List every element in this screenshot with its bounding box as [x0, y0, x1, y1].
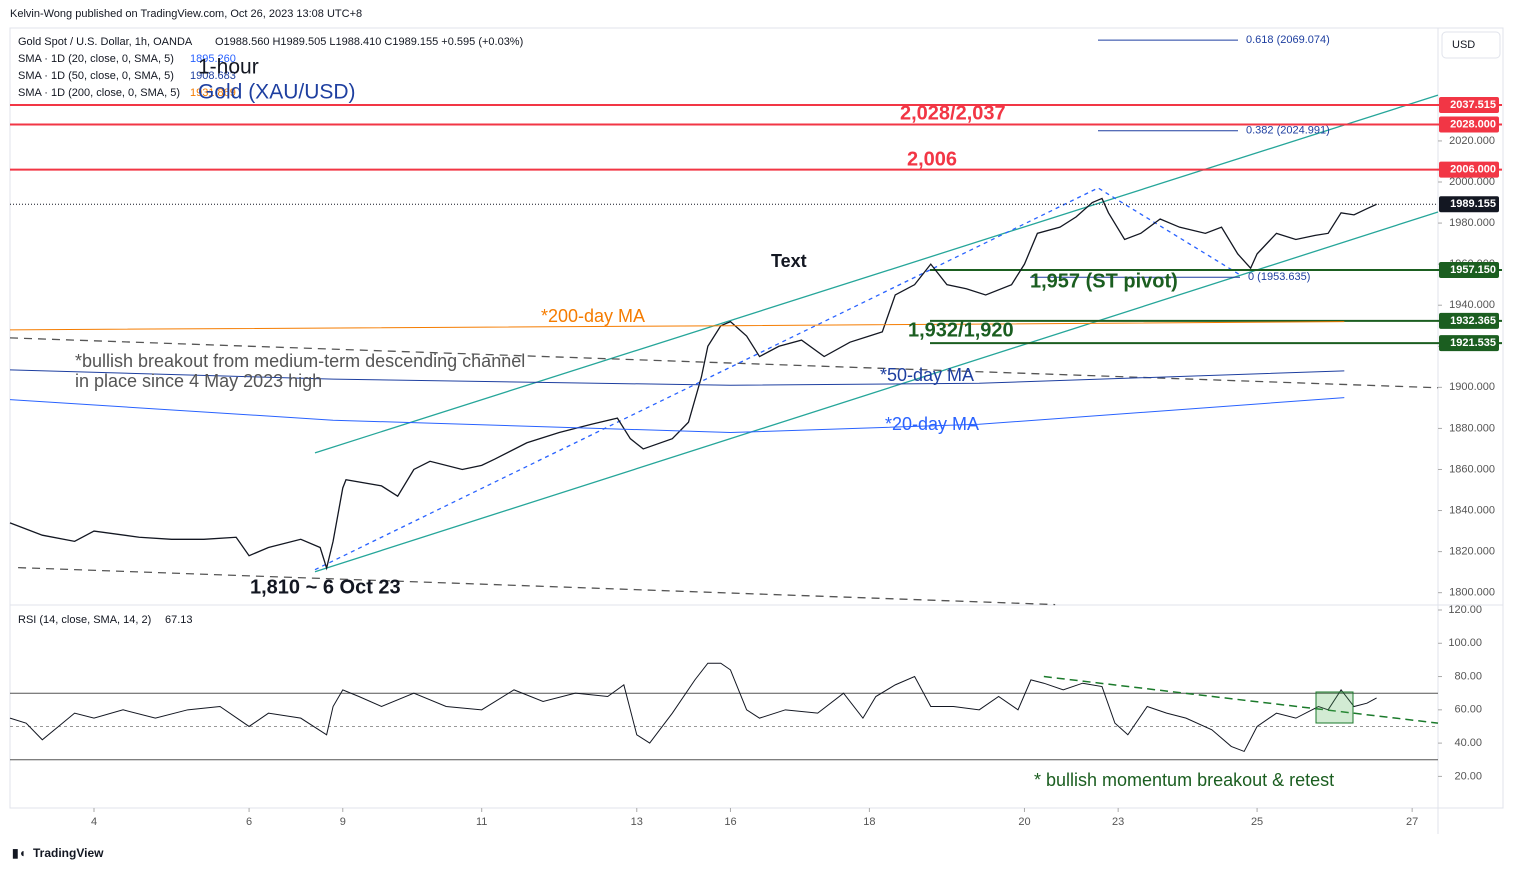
annotation: 1,810 ~ 6 Oct 23	[250, 576, 401, 598]
moving-average	[9, 397, 1345, 434]
fib-label: 0.382 (2024.991)	[1246, 125, 1330, 137]
annotation: 1,932/1,920	[908, 319, 1014, 341]
x-tick-label: 20	[1018, 816, 1030, 828]
currency: USD	[1452, 39, 1475, 51]
trendline	[314, 187, 1241, 571]
x-tick-label: 18	[863, 816, 875, 828]
rsi-legend: RSI (14, close, SMA, 14, 2)	[18, 614, 151, 626]
x-tick-label: 13	[631, 816, 643, 828]
legend-entry: SMA · 1D (20, close, 0, SMA, 5)	[18, 53, 174, 65]
retest-box	[1315, 691, 1354, 724]
y-tick-label: 20.00	[1454, 770, 1482, 782]
annotation: Text	[771, 251, 807, 271]
annotation: 2,028/2,037	[900, 102, 1006, 124]
level-label: 1957.150	[1450, 264, 1496, 276]
fib-label: 0.618 (2069.074)	[1246, 34, 1330, 46]
y-tick-label: 1800.000	[1449, 587, 1495, 599]
x-tick-label: 16	[724, 816, 736, 828]
publisher: Kelvin-Wong published on TradingView.com…	[10, 8, 362, 20]
y-tick-label: 2000.000	[1449, 176, 1495, 188]
y-tick-label: 1940.000	[1449, 299, 1495, 311]
x-tick-label: 11	[476, 816, 487, 828]
x-tick-label: 25	[1251, 816, 1263, 828]
current-label: 1989.155	[1450, 198, 1496, 210]
symbol: Gold Spot / U.S. Dollar, 1h, OANDA	[18, 36, 193, 48]
y-tick-label: 2020.000	[1449, 135, 1495, 147]
chart-title: 1-hour	[198, 56, 259, 79]
x-tick-label: 27	[1406, 816, 1418, 828]
brand-logo: ▮◖	[12, 846, 26, 860]
y-tick-label: 120.00	[1448, 604, 1482, 616]
currency-box[interactable]	[1441, 31, 1501, 59]
moving-average	[9, 369, 1345, 386]
annotation: *50-day MA	[880, 365, 974, 385]
legend-value: 1908.683	[190, 70, 236, 82]
annotation: 2,006	[907, 148, 957, 170]
frame	[9, 27, 1504, 809]
trendline	[314, 211, 1439, 573]
legend-value: 1931.869	[190, 87, 236, 99]
level-label: 2006.000	[1450, 164, 1496, 176]
annotation: *20-day MA	[885, 414, 979, 434]
annotation: *200-day MA	[541, 306, 645, 326]
annotation: 1,957 (ST pivot)	[1030, 270, 1178, 292]
rsi-trendline	[1043, 675, 1439, 724]
y-tick-label: 60.00	[1454, 704, 1482, 716]
level-tag	[1439, 96, 1499, 113]
annotation: *bullish breakout from medium-term desce…	[75, 351, 525, 371]
ohlc: O1988.560 H1989.505 L1988.410 C1989.155 …	[215, 36, 523, 48]
level-tag	[1439, 335, 1499, 352]
brand: TradingView	[33, 846, 104, 860]
y-tick-label: 40.00	[1454, 737, 1482, 749]
level-tag	[1439, 116, 1499, 133]
rsi-line	[9, 662, 1377, 753]
legend-entry: SMA · 1D (50, close, 0, SMA, 5)	[18, 70, 174, 82]
x-tick-label: 4	[91, 816, 97, 828]
trendline	[314, 94, 1439, 454]
x-tick-label: 9	[340, 816, 346, 828]
y-tick-label: 1840.000	[1449, 504, 1495, 516]
legend-entry: SMA · 1D (200, close, 0, SMA, 5)	[18, 87, 180, 99]
level-label: 2037.515	[1450, 99, 1496, 111]
y-tick-label: 1900.000	[1449, 381, 1495, 393]
y-tick-label: 1820.000	[1449, 546, 1495, 558]
chart-subtitle: Gold (XAU/USD)	[198, 81, 356, 104]
level-label: 1932.365	[1450, 315, 1496, 327]
x-tick-label: 23	[1112, 816, 1124, 828]
level-label: 1921.535	[1450, 337, 1496, 349]
trendline	[18, 566, 1056, 606]
rsi-annotation: * bullish momentum breakout & retest	[1034, 770, 1334, 790]
rsi-value: 67.13	[165, 614, 193, 626]
moving-average	[9, 321, 1345, 331]
trendline	[9, 337, 1439, 389]
y-tick-label: 100.00	[1448, 637, 1482, 649]
fib-label: 0 (1953.635)	[1248, 271, 1310, 283]
y-tick-label: 1980.000	[1449, 217, 1495, 229]
current-tag	[1439, 196, 1499, 213]
annotation: in place since 4 May 2023 high	[75, 371, 322, 391]
level-label: 2028.000	[1450, 118, 1496, 130]
legend-value: 1895.260	[190, 53, 236, 65]
x-tick-label: 6	[246, 816, 252, 828]
y-tick-label: 1880.000	[1449, 422, 1495, 434]
level-tag	[1439, 161, 1499, 178]
y-tick-label: 1860.000	[1449, 463, 1495, 475]
price-line	[9, 197, 1377, 571]
level-tag	[1439, 312, 1499, 329]
level-tag	[1439, 261, 1499, 278]
y-tick-label: 80.00	[1454, 670, 1482, 682]
